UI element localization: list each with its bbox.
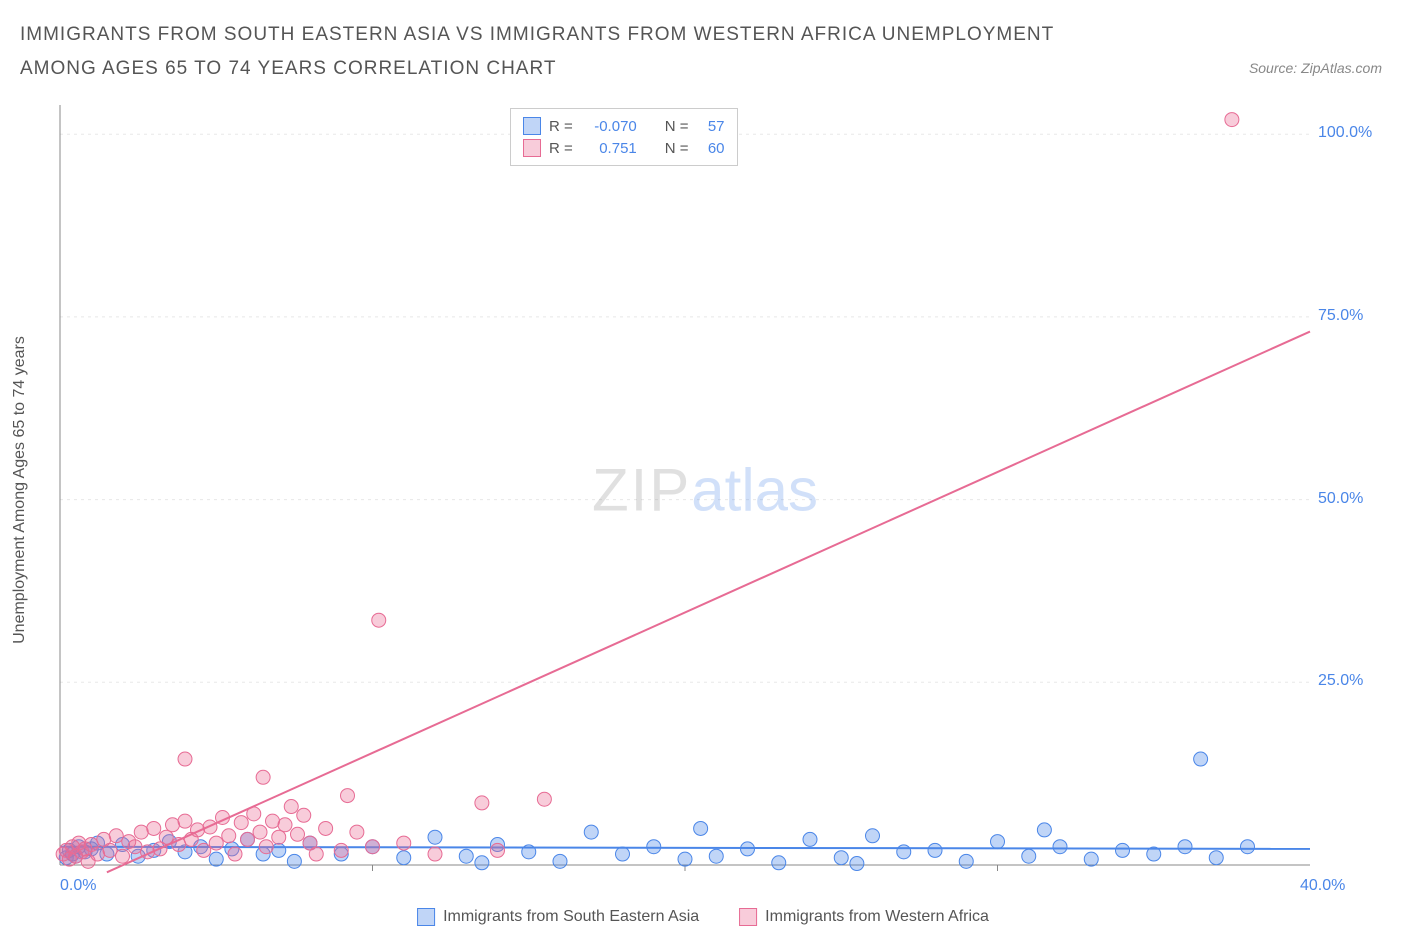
n-label: N = — [665, 118, 689, 135]
n-label: N = — [665, 140, 689, 157]
n-value: 57 — [697, 118, 725, 135]
stats-legend-row: R = 0.751 N = 60 — [523, 137, 725, 159]
legend-swatch — [523, 139, 541, 157]
series-legend-label: Immigrants from South Eastern Asia — [443, 908, 699, 926]
series-legend: Immigrants from South Eastern Asia Immigr… — [417, 908, 989, 926]
n-value: 60 — [697, 140, 725, 157]
legend-swatch — [523, 117, 541, 135]
source-name: ZipAtlas.com — [1301, 60, 1382, 76]
series-legend-item: Immigrants from South Eastern Asia — [417, 908, 699, 926]
x-tick-label: 0.0% — [60, 877, 96, 895]
chart-area: Unemployment Among Ages 65 to 74 years Z… — [50, 105, 1360, 875]
r-value: -0.070 — [581, 118, 637, 135]
legend-swatch — [417, 908, 435, 926]
stats-legend-row: R = -0.070 N = 57 — [523, 115, 725, 137]
r-label: R = — [549, 118, 573, 135]
y-tick-label: 75.0% — [1318, 307, 1363, 325]
x-tick-label: 40.0% — [1300, 877, 1345, 895]
scatter-plot — [50, 105, 1360, 875]
chart-title: IMMIGRANTS FROM SOUTH EASTERN ASIA VS IM… — [20, 18, 1070, 86]
y-tick-label: 50.0% — [1318, 490, 1363, 508]
y-axis-label: Unemployment Among Ages 65 to 74 years — [11, 336, 29, 644]
stats-legend: R = -0.070 N = 57 R = 0.751 N = 60 — [510, 108, 738, 166]
y-tick-label: 100.0% — [1318, 124, 1372, 142]
series-legend-item: Immigrants from Western Africa — [739, 908, 989, 926]
series-legend-label: Immigrants from Western Africa — [765, 908, 989, 926]
source-credit: Source: ZipAtlas.com — [1249, 60, 1382, 76]
y-tick-label: 25.0% — [1318, 672, 1363, 690]
source-prefix: Source: — [1249, 60, 1301, 76]
r-value: 0.751 — [581, 140, 637, 157]
legend-swatch — [739, 908, 757, 926]
r-label: R = — [549, 140, 573, 157]
